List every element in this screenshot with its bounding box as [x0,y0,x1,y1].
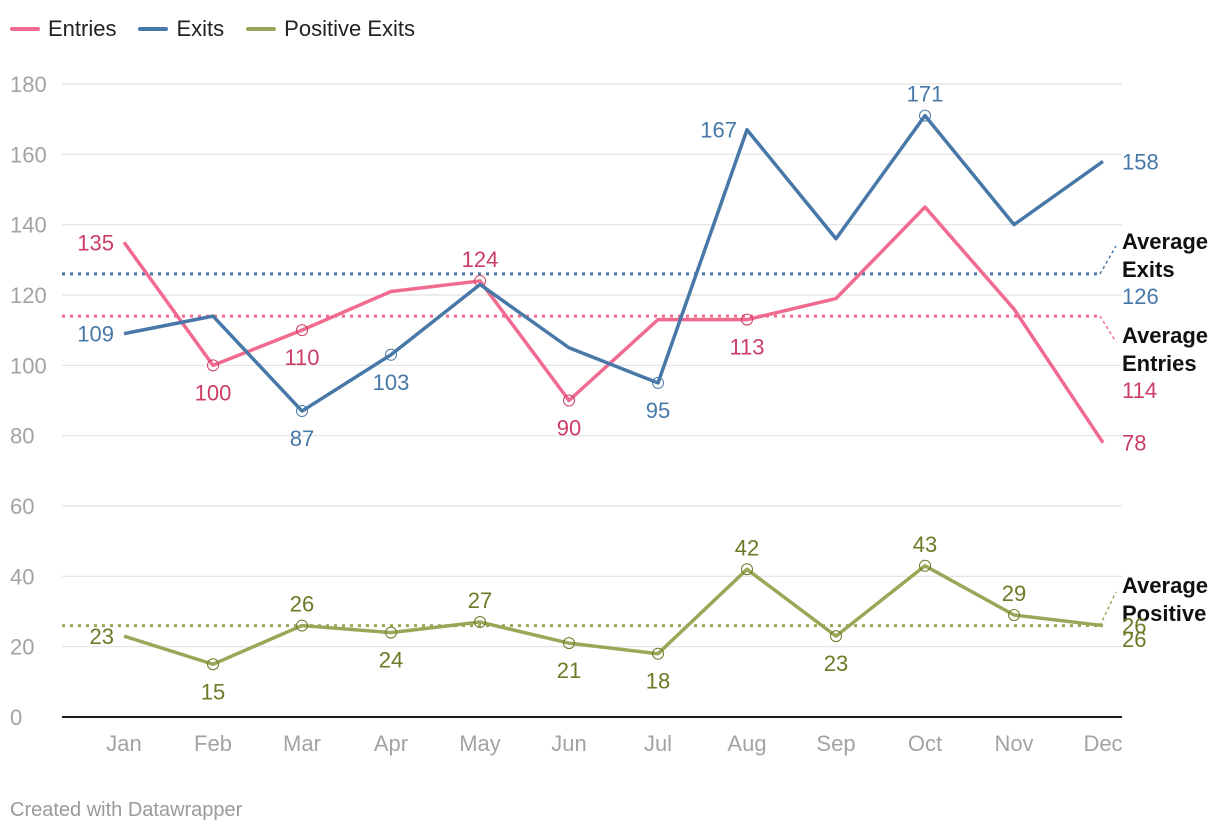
average-label-positive-line2: Positive [1122,601,1206,626]
series-line-exits [123,113,1105,413]
legend-swatch-exits [138,27,169,31]
x-tick-label: May [459,731,501,756]
y-tick-label: 160 [10,142,47,167]
data-point-marker-entries [207,359,219,372]
legend-swatch-entries [10,27,40,31]
data-label-entries: 110 [284,345,319,370]
x-tick-label: Jun [551,731,586,756]
data-label-exits: 171 [907,82,944,107]
data-point-marker-positive [830,630,842,643]
average-label-positive: Average [1122,573,1208,598]
y-tick-label: 80 [10,424,34,449]
data-label-positive: 26 [290,592,314,617]
data-point-marker-exits [385,348,397,361]
data-point-marker-entries [563,394,575,407]
data-point-marker-positive [385,626,397,639]
data-label-exits: 158 [1122,149,1159,174]
chart-legend: Entries Exits Positive Exits [10,16,415,42]
average-label-exits-line2: Exits [1122,257,1175,282]
data-point-marker-exits [296,405,308,418]
data-point-marker-exits [919,109,931,122]
average-value-positive: 26 [1122,627,1146,652]
data-label-positive: 27 [468,588,492,613]
data-label-entries: 90 [557,416,581,441]
x-tick-label: Aug [727,731,766,756]
y-tick-label: 60 [10,494,34,519]
data-point-marker-positive [207,658,219,671]
legend-item-exits: Exits [138,16,224,42]
y-tick-label: 100 [10,353,47,378]
average-connector-entries [1099,315,1117,343]
y-tick-label: 20 [10,635,34,660]
data-label-positive: 15 [201,679,225,704]
average-connector-exits [1099,245,1117,275]
data-label-entries: 100 [195,380,232,405]
y-tick-label: 0 [10,705,22,730]
data-label-entries: 124 [462,247,499,272]
x-tick-label: Nov [994,731,1033,756]
average-label-exits: Average [1122,229,1208,254]
data-point-marker-entries [741,313,753,326]
x-tick-label: Oct [908,731,942,756]
data-point-marker-exits [652,376,664,389]
legend-label-positive-exits: Positive Exits [284,16,415,41]
data-label-entries: 135 [77,230,114,255]
data-label-positive: 29 [1002,581,1026,606]
data-label-positive: 26 [1122,614,1146,639]
data-label-positive: 23 [824,651,848,676]
x-tick-label: Apr [374,731,408,756]
data-point-marker-positive [741,563,753,576]
y-tick-label: 140 [10,213,47,238]
data-label-exits: 109 [77,322,114,347]
data-point-marker-entries [296,324,308,337]
y-tick-label: 120 [10,283,47,308]
x-tick-label: Jul [644,731,672,756]
data-label-positive: 43 [913,532,937,557]
average-value-exits: 126 [1122,284,1159,309]
x-tick-label: Dec [1083,731,1122,756]
data-point-marker-positive [296,619,308,632]
data-label-entries: 113 [729,335,764,360]
data-point-marker-positive [1008,609,1020,622]
x-tick-label: Jan [106,731,141,756]
legend-swatch-positive-exits [246,27,277,31]
data-label-entries: 78 [1122,431,1146,456]
average-value-entries: 114 [1122,378,1157,403]
data-label-positive: 18 [646,669,670,694]
y-tick-label: 40 [10,564,34,589]
data-label-positive: 42 [735,535,759,560]
average-label-entries-line2: Entries [1122,351,1197,376]
legend-label-entries: Entries [48,16,117,41]
data-label-positive: 21 [557,658,581,683]
data-point-marker-positive [919,559,931,572]
series-line-positive [123,564,1104,666]
legend-item-positive-exits: Positive Exits [246,16,415,42]
x-tick-label: Feb [194,731,232,756]
data-label-exits: 103 [373,370,410,395]
x-tick-label: Mar [283,731,321,756]
data-label-exits: 87 [290,426,314,451]
legend-item-entries: Entries [10,16,116,42]
data-point-marker-positive [474,616,486,629]
data-point-marker-positive [652,647,664,660]
data-point-marker-positive [563,637,575,650]
footer-credit: Created with Datawrapper [10,799,243,821]
x-tick-label: Sep [816,731,855,756]
legend-label-exits: Exits [176,16,225,41]
series-line-entries [122,205,1105,444]
average-connector-positive [1099,591,1117,626]
data-label-exits: 167 [700,118,737,143]
average-label-entries: Average [1122,323,1208,348]
y-tick-label: 180 [10,72,47,97]
data-label-positive: 23 [90,624,114,649]
data-label-positive: 24 [379,648,403,673]
data-label-exits: 95 [646,398,670,423]
